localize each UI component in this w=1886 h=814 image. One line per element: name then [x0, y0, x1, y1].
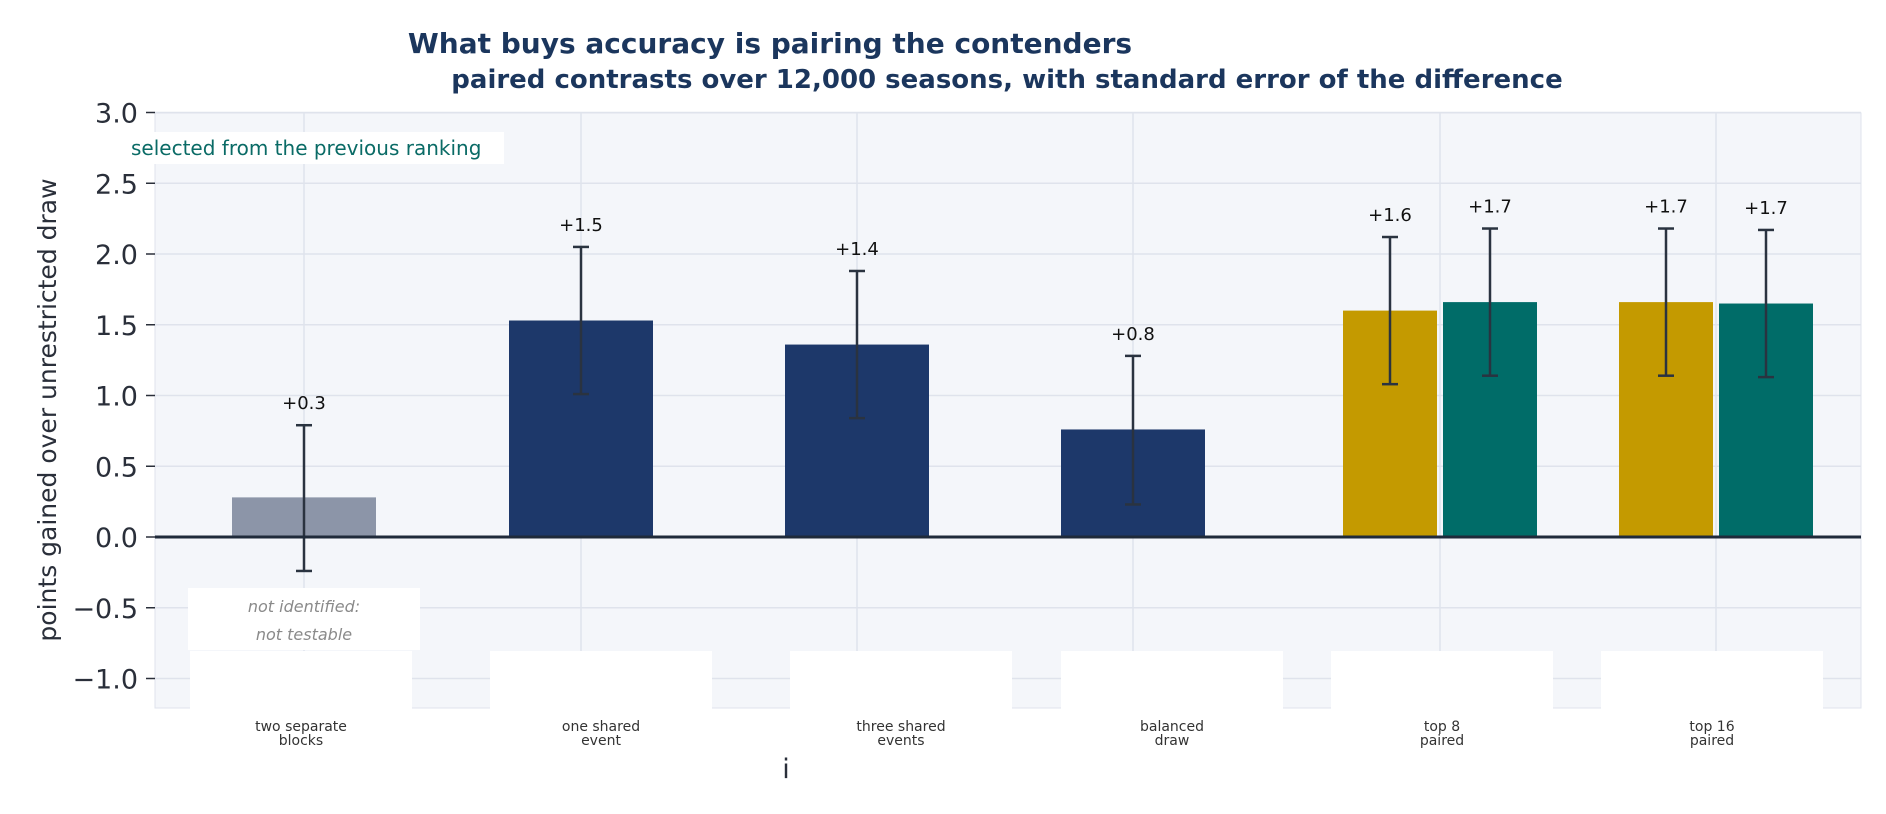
category-label-box: [790, 651, 1012, 709]
untestable-note-line-1: not identified:: [248, 597, 360, 616]
category-label-box: [190, 651, 412, 709]
category-label: paired: [1420, 733, 1464, 749]
category-label-box: [1601, 651, 1823, 709]
bar-value-label: +1.7: [1468, 197, 1512, 218]
category-label: paired: [1690, 733, 1734, 749]
plot-area: [154, 112, 1862, 709]
y-tick-label: −0.5: [72, 594, 138, 625]
y-axis: 3.0 2.5 2.0 1.5 1.0 0.5 0.0 −0.5 −1.0: [72, 99, 155, 696]
bar-value-label: +0.8: [1111, 324, 1155, 345]
chart-title: What buys accuracy is pairing the conten…: [408, 27, 1132, 60]
legend-note: selected from the previous ranking: [131, 136, 481, 160]
legend-note-box: [126, 132, 504, 164]
bar-value-label: +1.7: [1744, 198, 1788, 219]
y-tick-label: 1.0: [95, 382, 138, 413]
y-tick-label: 3.0: [95, 99, 138, 130]
category-label: one shared: [562, 719, 640, 735]
category-label: two separate: [255, 719, 347, 735]
category-label: top 16: [1689, 719, 1734, 735]
category-label: events: [877, 733, 924, 749]
y-tick-label: 2.5: [95, 169, 138, 200]
value-labels: +0.3 +1.5 +1.4 +0.8 +1.6 +1.7 +1.7 +1.7: [282, 197, 1788, 415]
y-tick-label: 0.5: [95, 452, 138, 483]
bars: [155, 227, 1861, 573]
category-label: draw: [1155, 733, 1190, 749]
bar-value-label: +1.5: [559, 215, 603, 236]
category-label-box: [1331, 651, 1553, 709]
category-label-box: [1061, 651, 1283, 709]
category-label-box: [490, 651, 712, 709]
untestable-note-line-2: not testable: [256, 625, 352, 644]
category-label: three shared: [856, 719, 945, 735]
chart-subtitle: paired contrasts over 12,000 seasons, wi…: [451, 65, 1562, 95]
category-label: top 8: [1424, 719, 1460, 735]
y-tick-label: 0.0: [95, 523, 138, 554]
y-tick-label: 2.0: [95, 240, 138, 271]
untestable-note-box: [188, 588, 420, 650]
category-label: event: [581, 733, 621, 749]
bar-value-label: +1.7: [1644, 197, 1688, 218]
category-label: balanced: [1140, 719, 1204, 735]
x-axis-label: i: [782, 754, 790, 785]
bar-value-label: +0.3: [282, 393, 326, 414]
y-tick-label: 1.5: [95, 311, 138, 342]
bar-value-label: +1.6: [1368, 205, 1412, 226]
category-label: blocks: [279, 733, 323, 749]
y-axis-label: points gained over unrestricted draw: [33, 178, 62, 641]
bar-value-label: +1.4: [835, 239, 879, 260]
y-tick-label: −1.0: [72, 665, 138, 696]
